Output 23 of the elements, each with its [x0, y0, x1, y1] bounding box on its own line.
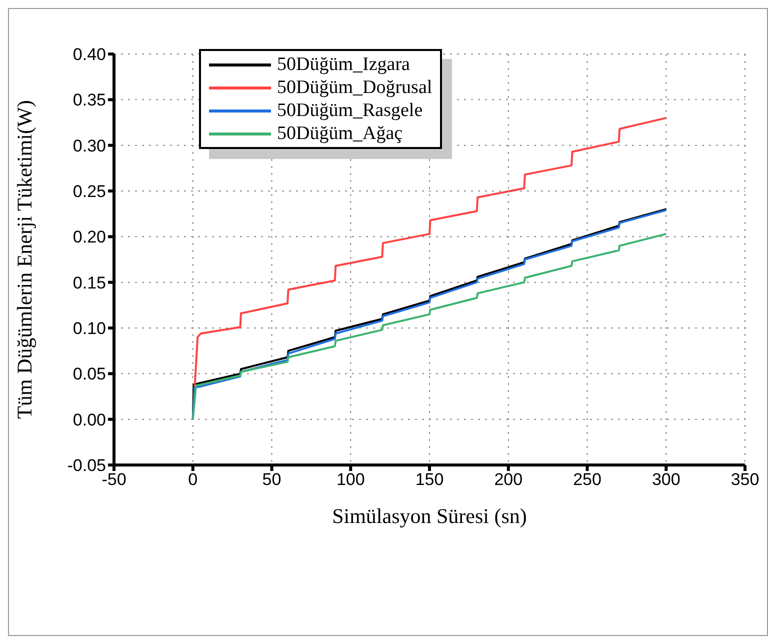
- y-tick-label: 0.30: [72, 136, 106, 156]
- legend-label: 50Düğüm_Doğrusal: [277, 76, 432, 99]
- x-tick-label: 300: [652, 470, 680, 490]
- x-tick-label: 350: [730, 470, 760, 490]
- x-tick-label: 200: [494, 470, 523, 490]
- y-tick-label: 0.05: [72, 364, 106, 384]
- legend-label: 50Düğüm_Izgara: [277, 53, 410, 76]
- x-tick-label: 100: [336, 470, 365, 490]
- y-tick-label: 0.40: [72, 45, 106, 64]
- legend-label: 50Düğüm_Ağaç: [277, 122, 403, 145]
- x-tick-label: 250: [573, 470, 602, 490]
- x-tick-label: 50: [262, 470, 282, 490]
- y-tick-label: 0.25: [72, 182, 106, 202]
- x-tick-label: 150: [415, 470, 444, 490]
- y-tick-label: 0.35: [72, 90, 106, 110]
- x-axis-title: Simülasyon Süresi (sn): [332, 504, 527, 528]
- y-axis-title: Tüm Düğümlerin Enerji Tüketimi(W): [12, 100, 36, 419]
- legend-label: 50Düğüm_Rasgele: [277, 99, 423, 122]
- x-tick-label: 0: [188, 470, 198, 490]
- y-tick-label: 0.20: [72, 228, 106, 247]
- y-tick-label: 0.15: [72, 273, 106, 292]
- y-tick-label: 0.00: [72, 410, 106, 430]
- y-tick-label: 0.10: [72, 319, 106, 338]
